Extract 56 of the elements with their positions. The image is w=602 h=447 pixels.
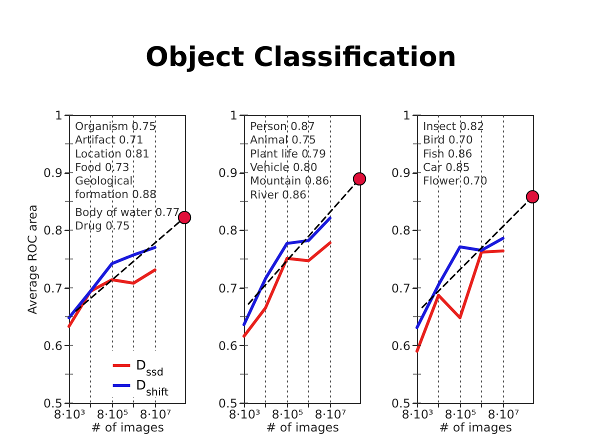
annotation: Animal 0.75 [250,134,316,147]
annotation: Organism 0.75 [75,120,156,133]
annotation: Mountain 0.86 [250,174,330,188]
annotation: Artifact 0.71 [75,134,144,147]
annotation: Person 0.87 [250,120,315,133]
y-tick-label: 0.6 [218,338,238,353]
annotation: Fish 0.86 [423,147,472,160]
line-series [416,236,504,330]
y-tick-label: 0.9 [43,166,62,180]
x-tick-label: 8·10³ [54,408,86,422]
y-tick-label: 0.7 [218,281,238,296]
x-axis-title: # of images [91,420,164,434]
y-tick-label: 0.5 [43,396,62,410]
annotation: Flower 0.70 [423,174,488,188]
y-tick-label: 0.7 [43,281,62,296]
y-tick-label: 0.6 [391,338,410,353]
x-tick-label: 8·10⁵ [272,408,304,422]
annotation: Bird 0.70 [423,134,473,147]
y-tick-label: 1 [54,108,62,122]
line-series [242,216,332,326]
legend-label: D$_{ssd}$ [136,358,164,378]
y-tick-label: 1 [402,108,410,122]
x-axis-title: # of images [266,420,339,434]
x-tick-label: 8·10⁷ [488,408,520,422]
x-axis-title: # of images [439,420,512,434]
y-tick-label: 0.5 [391,396,410,410]
y-tick-label: 0.7 [391,281,410,296]
x-tick-label: 8·10⁵ [96,408,128,422]
line-series [416,249,504,353]
annotation: Food 0.73 [75,160,130,174]
x-tick-label: 8·10⁷ [140,408,172,422]
y-tick-label: 0.9 [391,166,410,180]
y-tick-label: 0.8 [43,224,62,238]
annotation: River 0.86 [250,188,306,202]
y-tick-label: 0.5 [218,396,238,410]
y-tick-label: 0.6 [43,338,62,353]
x-tick-label: 8·10³ [228,408,260,422]
y-tick-label: 0.8 [218,224,238,238]
line-series [242,241,332,338]
y-tick-label: 0.8 [391,224,410,238]
annotation: Body of water 0.77 [75,206,180,219]
annotation: Insect 0.82 [423,120,484,133]
annotation: Car 0.85 [423,160,470,174]
legend-label: D$_{shift}$ [136,378,168,398]
annotation: Drug 0.75 [75,219,130,232]
annotation: Plant life 0.79 [250,147,326,160]
x-tick-label: 8·10⁵ [444,408,476,422]
annotation: Vehicle 0.80 [250,160,318,174]
annotation: Location 0.81 [75,147,150,160]
text: Object Classification [144,42,458,73]
annotation: Geological formation 0.88 [75,174,156,202]
x-tick-label: 8·10³ [402,408,434,422]
y-axis-title: Average ROC area [25,204,40,314]
y-tick-label: 0.9 [218,166,238,180]
x-tick-label: 8·10⁷ [314,408,346,422]
y-tick-label: 1 [230,108,238,122]
